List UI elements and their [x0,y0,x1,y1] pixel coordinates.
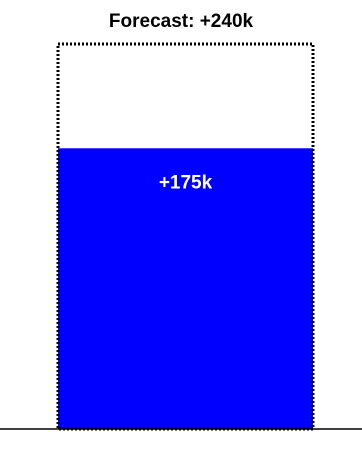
plot-area: +175k [0,42,362,431]
chart-title: Forecast: +240k [109,11,254,32]
bar-data-label: +175k [159,172,213,193]
bar-actual [58,148,313,430]
